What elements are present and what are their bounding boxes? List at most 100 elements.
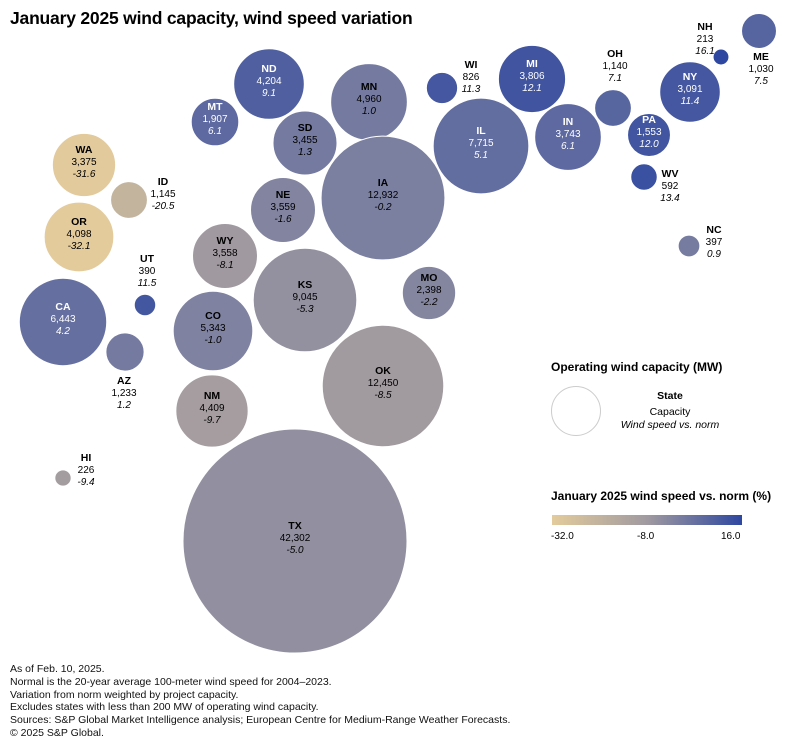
bubble-label-variation: -8.5 [374,390,392,401]
bubble-circle-nc [677,234,701,258]
bubble-label-capacity: 42,302 [280,533,311,544]
footnote-normal: Normal is the 20-year average 100-meter … [10,675,332,688]
bubble-circle-nm [175,374,249,448]
bubble-label-state: OR [71,216,87,228]
bubble-label-variation: 11.4 [681,96,700,107]
bubble-label-variation: -9.4 [77,477,95,488]
bubble-circle-ut [133,293,157,317]
color-legend-title: January 2025 wind speed vs. norm (%) [551,489,772,503]
bubble-circle-ok [321,324,445,448]
bubble-label-capacity: 3,558 [212,248,237,259]
bubble-label-variation: -5.3 [296,304,314,315]
bubble-label-variation: -2.2 [420,297,438,308]
bubble-label-capacity: 12,932 [368,190,399,201]
footnote-weighting: Variation from norm weighted by project … [10,688,239,701]
bubble-label-capacity: 3,455 [292,135,317,146]
bubble-label-variation: -9.7 [203,415,221,426]
bubble-label-state: HI [81,452,92,464]
bubble-circle-me [741,13,777,49]
bubble-label-capacity: 3,091 [677,84,702,95]
bubble-label-state: UT [140,253,155,265]
bubble-label-variation: 0.9 [707,249,721,260]
bubble-label-variation: 11.5 [138,278,157,289]
bubble-label-capacity: 213 [697,34,714,45]
bubble-label-capacity: 592 [662,181,679,192]
bubble-label-state: ND [261,63,277,75]
bubble-label-variation: 12.1 [522,83,541,94]
bubble-label-capacity: 2,398 [416,285,441,296]
bubble-label-capacity: 7,715 [468,138,493,149]
color-tick-min: -32.0 [551,531,574,542]
bubble-circle-ks [252,247,358,353]
bubble-label-state: OH [607,48,623,60]
bubble-mo: MO2,398-2.2 [401,265,457,321]
bubble-circle-nh [712,48,730,66]
bubble-label-variation: -5.0 [286,545,304,556]
bubble-label-variation: -20.5 [152,201,175,212]
bubble-circle-mo [401,265,457,321]
bubble-nm: NM4,409-9.7 [175,374,249,448]
bubble-label-capacity: 226 [78,465,95,476]
bubble-label-variation: -1.6 [274,214,292,225]
chart-title: January 2025 wind capacity, wind speed v… [10,8,413,28]
bubble-or: OR4,098-32.1 [43,201,115,273]
bubble-label-capacity: 4,204 [256,76,281,87]
bubble-label-state: OK [375,365,391,377]
bubble-label-state: ME [753,51,769,63]
footnotes: As of Feb. 10, 2025. Normal is the 20-ye… [10,663,510,740]
bubble-label-state: WY [217,235,234,247]
bubble-circle-ia [320,135,446,261]
bubble-label-capacity: 6,443 [50,314,75,325]
bubble-circle-wy [192,223,258,289]
bubble-label-state: MN [361,81,377,93]
bubble-circle-nd [233,48,305,120]
bubble-label-capacity: 4,098 [66,229,91,240]
bubble-label-variation: 16.1 [695,46,714,57]
bubble-label-variation: 7.5 [754,76,768,87]
bubble-label-capacity: 9,045 [292,292,317,303]
bubble-circle-wi [425,71,459,105]
bubble-label-variation: -32.1 [68,241,91,252]
bubble-label-capacity: 1,553 [636,127,661,138]
legend-key-capacity: Capacity [649,406,691,418]
legend-key-variation: Wind speed vs. norm [620,419,720,431]
bubble-label-variation: 6.1 [208,126,222,137]
bubble-circle-il [432,97,530,195]
bubble-circle-pa [627,113,671,157]
bubble-label-capacity: 1,145 [150,189,175,200]
bubble-label-state: IA [378,177,389,189]
bubble-label-state: MT [207,101,223,113]
bubble-circle-ne [250,177,316,243]
bubble-label-capacity: 1,907 [202,114,227,125]
bubble-circle-hi [54,469,72,487]
bubble-label-state: PA [642,114,656,126]
bubble-circle-co [172,290,254,372]
bubble-label-state: SD [298,122,313,134]
bubble-label-state: MI [526,58,538,70]
bubble-wa: WA3,375-31.6 [51,132,117,198]
bubble-label-capacity: 3,375 [71,157,96,168]
bubble-circle-in [534,103,602,171]
bubble-label-capacity: 1,140 [602,61,627,72]
bubble-label-state: IL [476,125,486,137]
bubble-label-variation: 13.4 [660,193,680,204]
size-legend-key: State Capacity Wind speed vs. norm [620,390,720,431]
bubble-circle-mt [190,97,240,147]
bubble-label-variation: -0.2 [374,202,392,213]
